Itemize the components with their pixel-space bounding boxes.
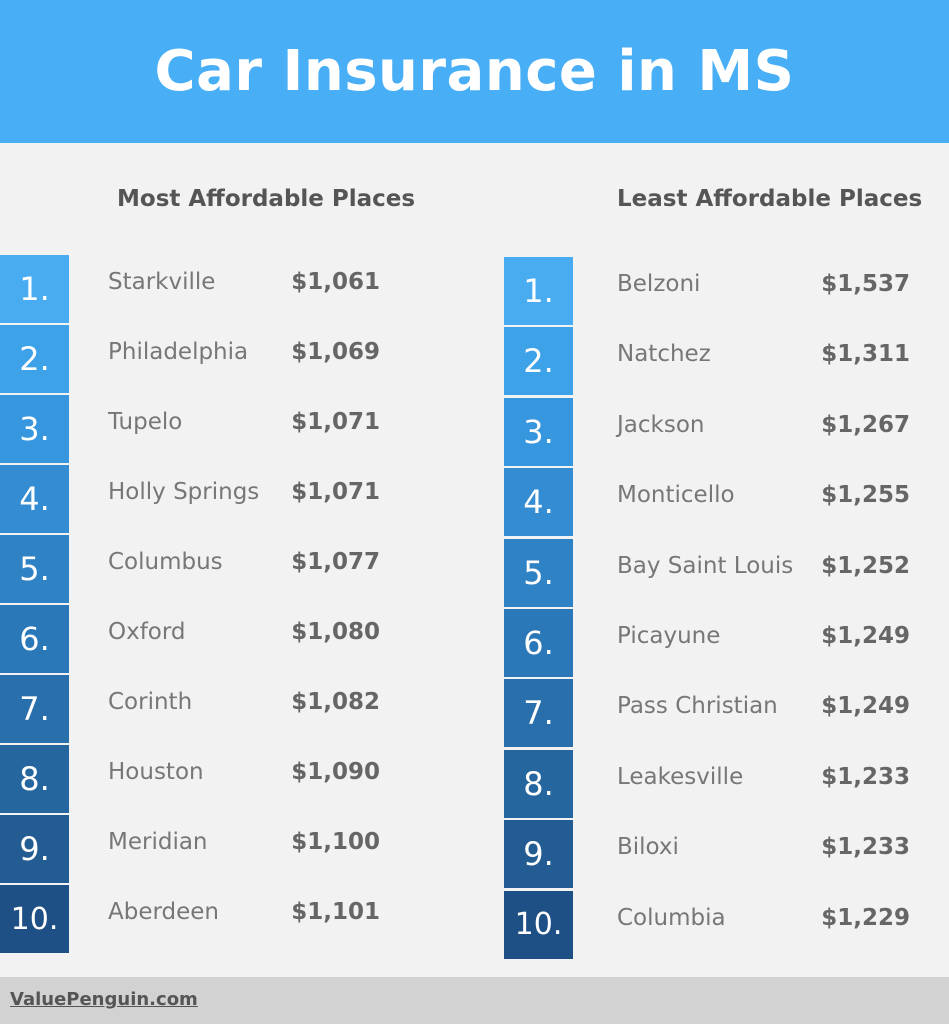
list-item: 6. Oxford $1,080	[0, 605, 949, 673]
list-item: 2. Natchez $1,311	[0, 327, 949, 396]
list-item: 10. Aberdeen $1,101	[0, 885, 949, 953]
rank-badge: 2.	[504, 327, 573, 396]
city-name: Columbia	[617, 904, 726, 931]
rank-badge: 1.	[504, 257, 573, 325]
city-name: Houston	[108, 759, 204, 785]
list-item: 1. Belzoni $1,537	[0, 257, 949, 325]
price-value: $1,249	[821, 693, 910, 720]
footer: ValuePenguin.com	[0, 977, 949, 1024]
city-name: Pass Christian	[617, 693, 778, 720]
rank-badge: 10.	[504, 890, 573, 959]
price-value: $1,537	[821, 271, 910, 297]
rank-badge: 8.	[0, 745, 69, 813]
list-item: 8. Houston $1,090	[0, 745, 949, 813]
list-item: 3. Jackson $1,267	[0, 397, 949, 466]
price-value: $1,233	[821, 834, 910, 861]
city-name: Belzoni	[617, 271, 701, 297]
price-value: $1,101	[291, 899, 380, 925]
city-name: Meridian	[108, 829, 208, 855]
city-name: Starkville	[108, 269, 216, 295]
rank-badge: 1.	[0, 255, 69, 323]
list-item: 1. Starkville $1,061	[0, 255, 949, 323]
city-name: Monticello	[617, 482, 735, 509]
rank-badge: 7.	[0, 675, 69, 743]
city-name: Aberdeen	[108, 899, 220, 925]
list-item: 5. Bay Saint Louis $1,252	[0, 538, 949, 607]
rank-badge: 5.	[0, 535, 69, 603]
list-item: 7. Pass Christian $1,249	[0, 679, 949, 748]
list-item: 3. Tupelo $1,071	[0, 395, 949, 463]
rank-badge: 8.	[504, 749, 573, 818]
rank-badge: 10.	[0, 885, 69, 953]
city-name: Holly Springs	[108, 479, 260, 505]
price-value: $1,071	[291, 409, 380, 435]
list-item: 4. Monticello $1,255	[0, 468, 949, 537]
list-item: 9. Biloxi $1,233	[0, 820, 949, 889]
price-value: $1,252	[821, 552, 910, 579]
page-title: Car Insurance in MS	[154, 39, 795, 104]
city-name: Oxford	[108, 619, 186, 645]
rank-badge: 6.	[504, 609, 573, 677]
rank-badge: 4.	[0, 465, 69, 533]
city-name: Corinth	[108, 689, 193, 715]
price-value: $1,061	[291, 269, 380, 295]
city-name: Leakesville	[617, 763, 744, 790]
rank-badge: 3.	[0, 395, 69, 463]
list-item: 5. Columbus $1,077	[0, 535, 949, 603]
most-affordable-heading: Most Affordable Places	[117, 186, 416, 212]
city-name: Biloxi	[617, 834, 679, 861]
rank-badge: 5.	[504, 538, 573, 607]
rank-badge: 3.	[504, 397, 573, 466]
list-item: 9. Meridian $1,100	[0, 815, 949, 883]
rank-badge: 7.	[504, 679, 573, 748]
list-item: 10. Columbia $1,229	[0, 890, 949, 959]
rank-badge: 9.	[0, 815, 69, 883]
price-value: $1,233	[821, 763, 910, 790]
price-value: $1,100	[291, 829, 380, 855]
list-item: 2. Philadelphia $1,069	[0, 325, 949, 393]
price-value: $1,080	[291, 619, 380, 645]
list-item: 7. Corinth $1,082	[0, 675, 949, 743]
city-name: Bay Saint Louis	[617, 552, 794, 579]
price-value: $1,311	[821, 341, 910, 368]
city-name: Natchez	[617, 341, 711, 368]
price-value: $1,249	[821, 623, 910, 649]
list-item: 4. Holly Springs $1,071	[0, 465, 949, 533]
rank-badge: 4.	[504, 468, 573, 537]
price-value: $1,071	[291, 479, 380, 505]
rank-badge: 2.	[0, 325, 69, 393]
price-value: $1,255	[821, 482, 910, 509]
price-value: $1,077	[291, 549, 380, 575]
price-value: $1,090	[291, 759, 380, 785]
price-value: $1,229	[821, 904, 910, 931]
title-banner: Car Insurance in MS	[0, 0, 949, 143]
price-value: $1,082	[291, 689, 380, 715]
city-name: Picayune	[617, 623, 721, 649]
city-name: Philadelphia	[108, 339, 249, 365]
city-name: Columbus	[108, 549, 223, 575]
price-value: $1,267	[821, 411, 910, 438]
city-name: Tupelo	[108, 409, 183, 435]
footer-link[interactable]: ValuePenguin.com	[10, 989, 198, 1010]
rank-badge: 9.	[504, 820, 573, 889]
price-value: $1,069	[291, 339, 380, 365]
least-affordable-heading: Least Affordable Places	[617, 186, 923, 212]
rank-badge: 6.	[0, 605, 69, 673]
city-name: Jackson	[617, 411, 705, 438]
list-item: 6. Picayune $1,249	[0, 609, 949, 677]
list-item: 8. Leakesville $1,233	[0, 749, 949, 818]
